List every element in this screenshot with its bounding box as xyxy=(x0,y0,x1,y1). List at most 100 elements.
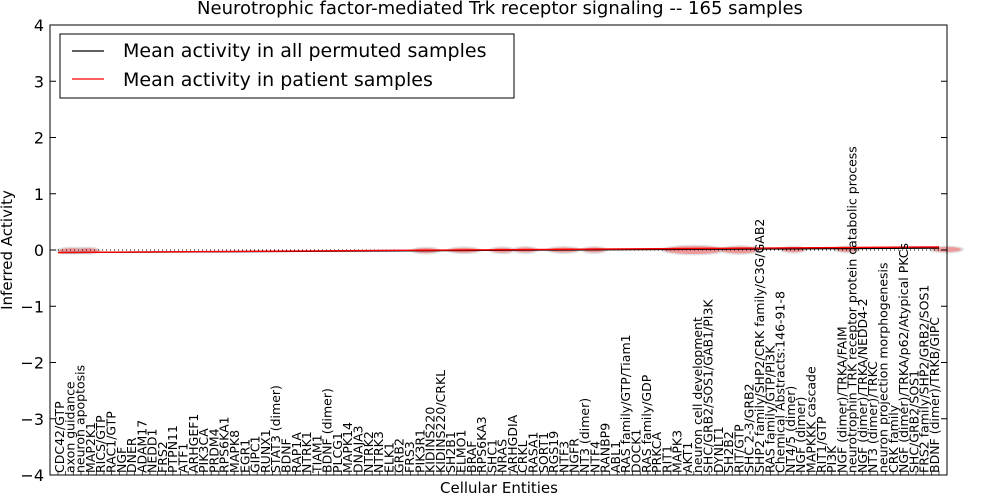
x-tick-label: RPS6KA1 xyxy=(217,416,232,473)
x-tick-label: NTRK1 xyxy=(299,431,314,473)
x-tick-label: BDNF (dimer)/TRKB/GIPC xyxy=(927,317,942,473)
x-tick-label: PRKCA xyxy=(649,432,664,473)
x-tick-label: CRK family xyxy=(886,404,901,473)
x-tick-label: neuron projection morphogenesis xyxy=(876,262,891,473)
x-tick-label: SORT1 xyxy=(536,432,551,473)
x-tick-label: NTF4 xyxy=(587,441,602,473)
legend-label-permuted: Mean activity in all permuted samples xyxy=(123,40,486,62)
x-tick-label: NT3 (dimer) xyxy=(577,398,592,473)
x-tick-label: NRAS xyxy=(495,439,510,473)
x-tick-label: MAPKKK cascade xyxy=(803,366,818,473)
y-tick-label: 0 xyxy=(34,241,44,260)
y-tick-label: 2 xyxy=(34,129,44,148)
x-axis-label: Cellular Entities xyxy=(440,479,558,497)
y-tick-label: −2 xyxy=(20,354,44,373)
x-tick-label: ATF1 xyxy=(176,443,191,473)
x-tick-label: SH2B2 xyxy=(721,431,736,473)
x-tick-label: NGF (dimer)/TRKA/FAIM xyxy=(834,326,849,473)
x-tick-label: RGS19 xyxy=(546,431,561,473)
y-tick-label: −3 xyxy=(20,410,44,429)
x-tick-label: RICS/GTP xyxy=(93,415,108,473)
x-tick-label: PRDM4 xyxy=(206,428,221,473)
x-tick-label: GIPC1 xyxy=(248,435,263,473)
y-tick-label: −1 xyxy=(20,297,44,316)
x-tick-label: ELK1 xyxy=(381,442,396,473)
x-tick-label: BDNF xyxy=(278,438,293,473)
x-tick-label: RAS family/GTP/Tiam1 xyxy=(618,334,633,473)
x-tick-label: SHC1 xyxy=(484,439,499,473)
x-tick-label: NGFR xyxy=(567,438,582,473)
x-tick-label: Chemical Abstracts:146-91-8 xyxy=(773,291,788,473)
x-tick-label: RAS family/GDP xyxy=(639,374,654,473)
x-tick-label: MAP2K1 xyxy=(83,422,98,473)
x-tick-label: FRS2 xyxy=(155,441,170,473)
y-axis-label: Inferred Activity xyxy=(0,190,16,310)
y-tick-label: −4 xyxy=(20,466,44,485)
x-tick-label: NGF xyxy=(114,447,129,473)
x-tick-label: MAPK14 xyxy=(340,422,355,473)
x-tick-label: RANBP9 xyxy=(598,423,613,473)
x-tick-label: RAC1/GTP xyxy=(103,411,118,473)
y-tick-label: 4 xyxy=(34,16,44,35)
x-tick-label: RPS6KA3 xyxy=(474,416,489,473)
x-tick-label: DNAJA3 xyxy=(351,426,366,474)
y-ticks: −4 −3 −2 −1 0 1 2 3 4 xyxy=(20,16,947,485)
x-tick-label: NGF (dimer)/TRKA/NEDD4-2 xyxy=(855,298,870,473)
x-tick-label: RAP1A xyxy=(289,432,304,473)
x-tick-label: RIT1 xyxy=(659,445,674,473)
x-tick-label: BDNF (dimer) xyxy=(320,388,335,473)
x-tick-label: neuron apoptosis xyxy=(73,365,88,473)
x-tick-label: TIAM1 xyxy=(309,434,324,474)
x-tick-label: RASA1 xyxy=(526,432,541,473)
x-tick-label: CRKL xyxy=(515,440,530,473)
x-tick-label: PIK3CA xyxy=(196,428,211,473)
x-tick-label: ELMO1 xyxy=(453,430,468,473)
x-tick-label: SHC/GRB2/SOS1/GAB1/PI3K xyxy=(701,299,716,473)
x-tick-label: ADAM17 xyxy=(134,420,149,473)
x-tick-label: NTRK3 xyxy=(371,431,386,473)
legend-box xyxy=(59,33,515,99)
x-tick-label: EGR1 xyxy=(237,439,252,473)
x-tick-label: PI3K xyxy=(824,445,839,473)
x-tick-label: RAS family/GTP/PI3K xyxy=(762,345,777,473)
x-tick-label: KIDINS220/CRKL xyxy=(433,370,448,473)
x-tick-label: DOCK1 xyxy=(628,429,643,473)
x-tick-label: SHP2 family/SHP2/CRK family/C3G/GAB2 xyxy=(752,219,767,473)
x-tick-label: NTF3 xyxy=(556,441,571,473)
x-tick-label: PIK3R1 xyxy=(412,429,427,473)
x-tick-label: KIDINS220 xyxy=(423,407,438,473)
x-tick-label: NGF (dimer) xyxy=(793,397,808,473)
x-tick-label: PTPN11 xyxy=(165,425,180,473)
x-tick-label: NT4/5 (dimer) xyxy=(783,386,798,473)
x-tick-label: RIT/GTP xyxy=(731,424,746,473)
x-tick-label: SHC/GRB2/SOS1 xyxy=(906,370,921,473)
series-lines xyxy=(50,246,947,254)
plot-frame xyxy=(49,24,948,476)
x-tick-label: axon guidance xyxy=(62,381,77,473)
x-tick-label: RIT1/GTP xyxy=(814,416,829,473)
y-tick-label: 3 xyxy=(34,72,44,91)
x-tick-label: MAPK3 xyxy=(670,430,685,473)
x-tick-label: NEDD1 xyxy=(145,429,160,473)
x-tick-label: SH2B1 xyxy=(443,431,458,473)
legend: Mean activity in all permuted samples Me… xyxy=(59,33,515,99)
x-tick-label: RUNX1 xyxy=(258,429,273,473)
x-tick-label: STAT3 (dimer) xyxy=(268,385,283,473)
x-tick-label: neurotrophin TRK receptor protein catabo… xyxy=(845,146,860,473)
x-tick-label: NGF (dimer)/TRKA/p62/Atypical PKCs xyxy=(896,243,911,473)
x-tick-label: BRAF xyxy=(464,441,479,474)
x-tick-label: GRB2 xyxy=(392,438,407,473)
x-tick-label: AKT1 xyxy=(680,442,695,473)
x-tick-label: DNER xyxy=(124,437,139,473)
x-tick-label: ARHGEF1 xyxy=(186,414,201,473)
x-tick-label: neuron cell development xyxy=(690,317,705,473)
x-tick-label: PLCG1 xyxy=(330,432,345,473)
x-tick-label: NT3 (dimer)/TRKC xyxy=(865,361,880,473)
chart-title: Neurotrophic factor-mediated Trk recepto… xyxy=(197,0,803,19)
x-tick-label: MAPK8 xyxy=(227,430,242,473)
legend-label-patient: Mean activity in patient samples xyxy=(123,69,433,91)
x-tick-label: ABL1 xyxy=(608,441,623,473)
